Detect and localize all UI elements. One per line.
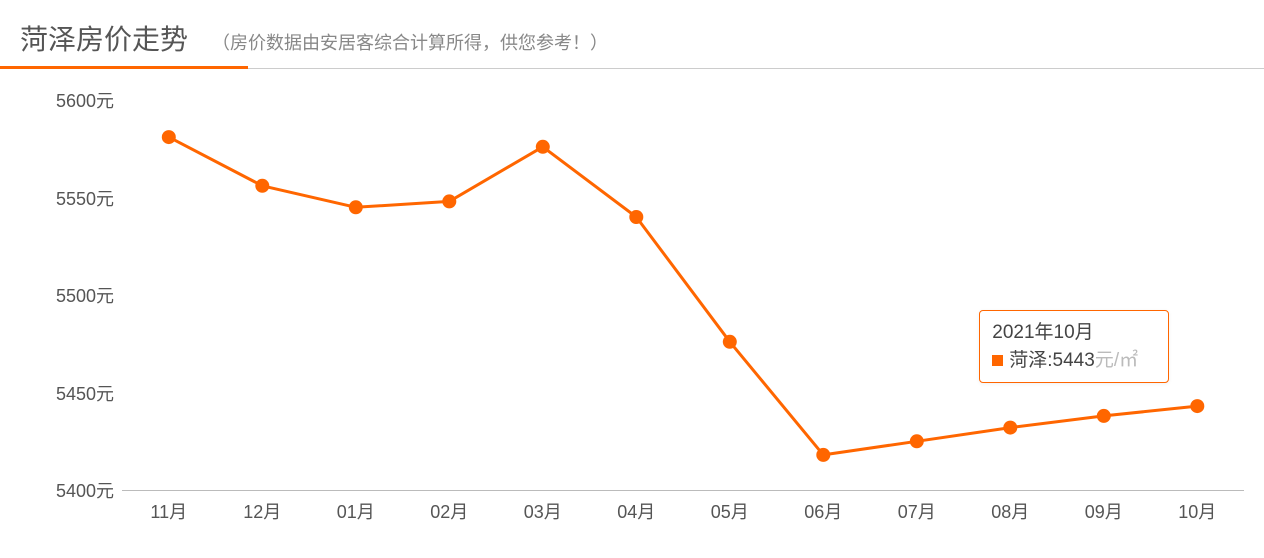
data-point[interactable] bbox=[1003, 421, 1017, 435]
x-tick-label: 06月 bbox=[804, 498, 842, 524]
y-tick-label: 5550元 bbox=[56, 185, 122, 211]
tooltip-series-label: 菏泽 bbox=[1009, 347, 1047, 375]
plot-area: 5400元5450元5500元5550元5600元 11月12月01月02月03… bbox=[122, 100, 1244, 490]
data-point[interactable] bbox=[162, 130, 176, 144]
tooltip: 2021年10月 菏泽:5443元/㎡ bbox=[979, 310, 1169, 383]
y-tick-label: 5600元 bbox=[56, 87, 122, 113]
y-tick-label: 5500元 bbox=[56, 282, 122, 308]
header: 菏泽房价走势 （房价数据由安居客综合计算所得，供您参考！） bbox=[0, 0, 1264, 60]
tooltip-title: 2021年10月 bbox=[992, 319, 1156, 347]
data-point[interactable] bbox=[255, 179, 269, 193]
page-subtitle: （房价数据由安居客综合计算所得，供您参考！） bbox=[212, 29, 608, 55]
x-tick-label: 10月 bbox=[1178, 498, 1216, 524]
tooltip-swatch bbox=[992, 355, 1003, 366]
x-tick-label: 04月 bbox=[617, 498, 655, 524]
line-series bbox=[122, 100, 1244, 490]
data-point[interactable] bbox=[816, 448, 830, 462]
tooltip-unit: 元/㎡ bbox=[1095, 347, 1138, 375]
x-tick-label: 02月 bbox=[430, 498, 468, 524]
tooltip-value: 5443 bbox=[1053, 347, 1095, 375]
data-point[interactable] bbox=[1190, 399, 1204, 413]
data-point[interactable] bbox=[629, 210, 643, 224]
data-point[interactable] bbox=[442, 194, 456, 208]
tooltip-row: 菏泽:5443元/㎡ bbox=[992, 347, 1156, 375]
x-tick-label: 07月 bbox=[898, 498, 936, 524]
x-axis-labels: 11月 12月 01月 02月 03月 04月 05月 06月 07月 08月 09月 10月 bbox=[122, 490, 1244, 524]
data-point[interactable] bbox=[1097, 409, 1111, 423]
root: { "header": { "title": "菏泽房价走势", "subtit… bbox=[0, 0, 1264, 558]
data-point[interactable] bbox=[723, 335, 737, 349]
x-tick-label: 08月 bbox=[991, 498, 1029, 524]
x-tick-label: 12月 bbox=[243, 498, 281, 524]
header-divider-accent bbox=[0, 66, 248, 69]
x-tick-label: 11月 bbox=[150, 498, 187, 524]
x-tick-label: 03月 bbox=[524, 498, 562, 524]
data-point[interactable] bbox=[536, 140, 550, 154]
x-tick-label: 09月 bbox=[1085, 498, 1123, 524]
page-title: 菏泽房价走势 bbox=[20, 18, 188, 58]
y-tick-label: 5450元 bbox=[56, 380, 122, 406]
data-point[interactable] bbox=[910, 434, 924, 448]
series-line bbox=[169, 137, 1198, 455]
y-tick-label: 5400元 bbox=[56, 477, 122, 503]
x-tick-label: 01月 bbox=[337, 498, 375, 524]
x-tick-label: 05月 bbox=[711, 498, 749, 524]
chart: 5400元 5450元 5500元 5550元 5600元 11月 12月 01月 02月 03… bbox=[0, 90, 1264, 558]
x-axis-line bbox=[122, 490, 1244, 491]
data-point[interactable] bbox=[349, 200, 363, 214]
